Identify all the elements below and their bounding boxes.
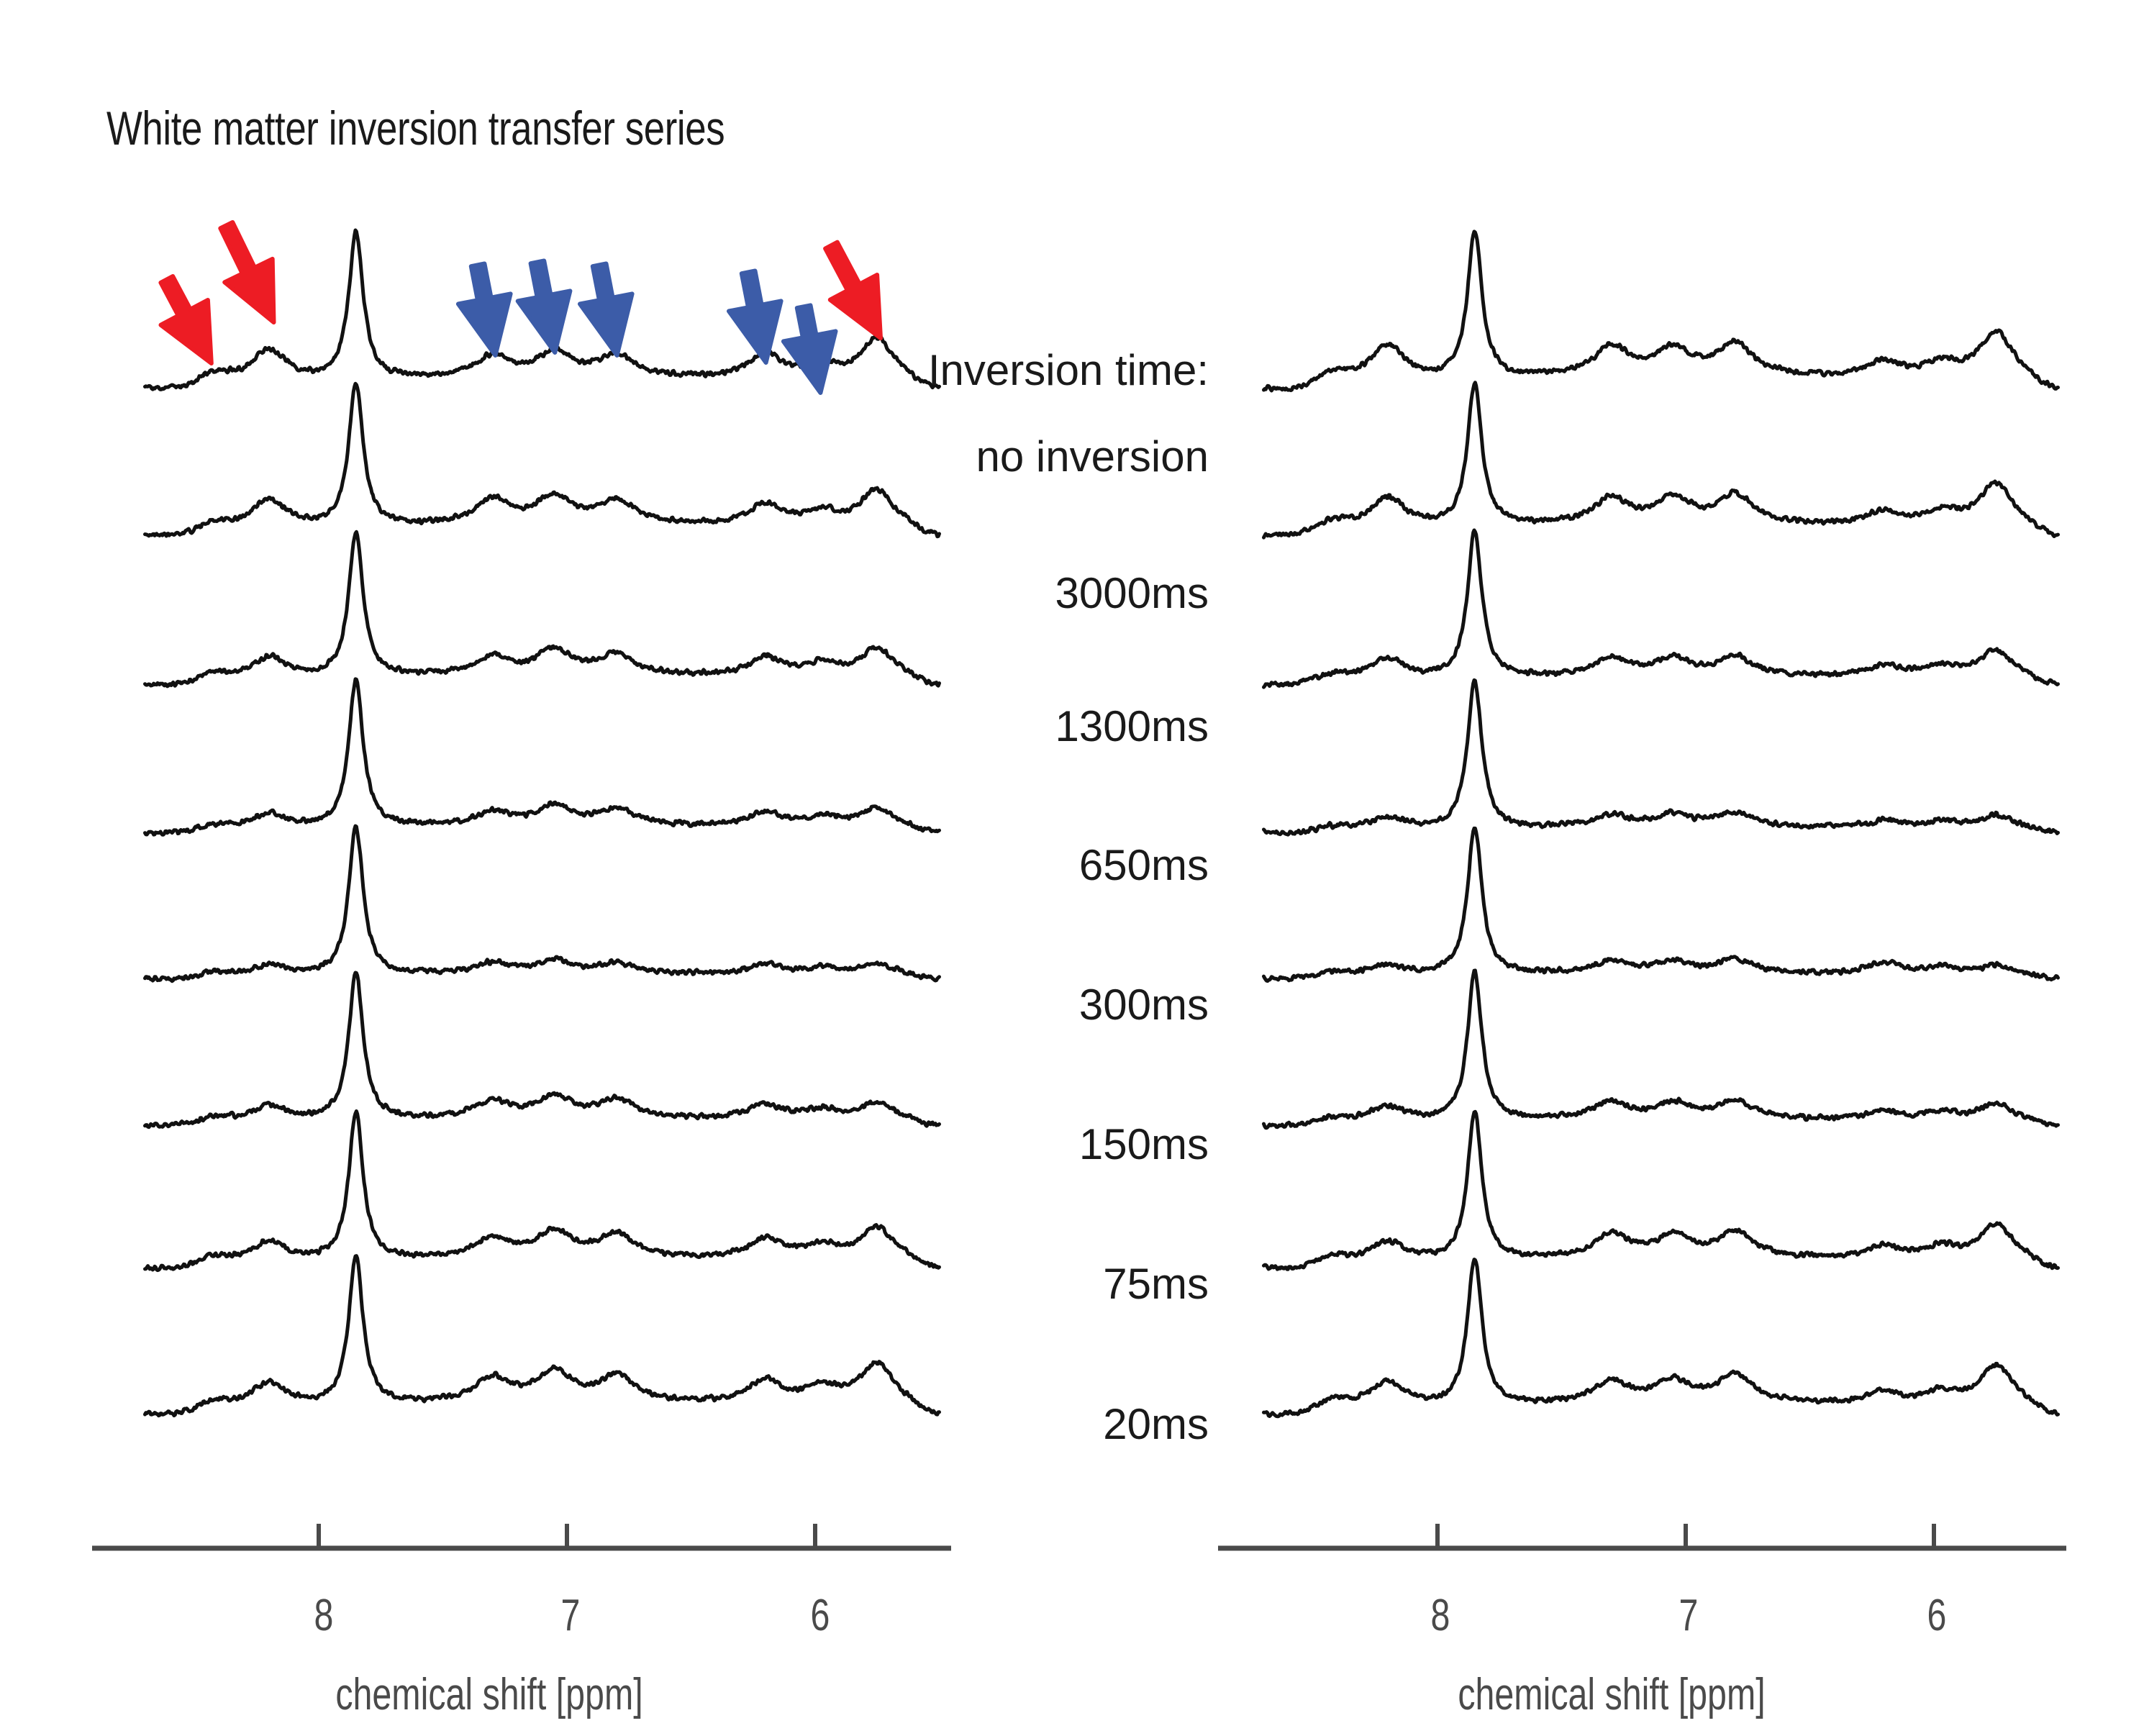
blue-arrow-icon-7-05ppm xyxy=(515,258,573,355)
spectrum-trace xyxy=(143,971,941,1130)
blue-arrow-icon-6-2ppm xyxy=(727,268,783,365)
x-tick-label-7-grey: 7 xyxy=(1679,1591,1699,1640)
series-label-300ms: 300ms xyxy=(1078,981,1209,1029)
arrow-shape xyxy=(578,261,635,358)
series-label-1300ms: 1300ms xyxy=(1055,702,1209,750)
arrow-shape xyxy=(781,303,838,395)
blue-arrow-icon-7-3ppm xyxy=(455,261,513,358)
arrow-shape xyxy=(158,274,214,365)
series-label-150ms: 150ms xyxy=(1078,1120,1209,1168)
red-arrow-icon-5-75ppm xyxy=(823,240,883,340)
spectrum-trace xyxy=(143,530,941,689)
spectrum-trace xyxy=(143,677,941,837)
inversion-time-legend: Inversion time: no inversion 3000ms 1300… xyxy=(748,0,1209,1736)
spectrum-trace xyxy=(143,381,941,539)
x-tick-label-6-grey: 6 xyxy=(1927,1591,1947,1640)
x-axis-white-matter xyxy=(92,1524,951,1551)
spectrum-trace xyxy=(143,1109,941,1273)
blue-arrow-icon-5-97ppm xyxy=(781,303,838,395)
x-axis-label-grey: chemical shift [ppm] xyxy=(1458,1670,1766,1719)
series-label-3000ms: 3000ms xyxy=(1055,569,1209,617)
x-tick-label-8-white: 8 xyxy=(314,1591,334,1640)
arrow-shape xyxy=(218,220,276,324)
spectrum-trace xyxy=(143,1254,941,1418)
x-tick-label-7-white: 7 xyxy=(560,1591,581,1640)
series-label-75ms: 75ms xyxy=(1103,1260,1209,1308)
spectrum-trace xyxy=(1262,528,2060,689)
arrow-shape xyxy=(455,261,513,358)
spectrum-trace xyxy=(1262,968,2060,1130)
blue-arrow-icon-6-8ppm xyxy=(578,261,635,358)
spectrum-trace xyxy=(1262,1258,2060,1419)
legend-header: Inversion time: xyxy=(927,346,1209,394)
spectrum-trace xyxy=(1262,381,2060,540)
x-tick-label-6-white: 6 xyxy=(810,1591,830,1640)
red-arrow-icon-8-45ppm xyxy=(158,274,214,365)
arrow-shape xyxy=(823,240,883,340)
spectrum-trace xyxy=(1262,230,2060,393)
spectrum-trace xyxy=(1262,826,2060,983)
series-label-650ms: 650ms xyxy=(1078,841,1209,889)
spectrum-trace xyxy=(143,824,941,983)
panel-white-matter: White matter inversion transfer series xyxy=(106,101,725,155)
x-axis-label-white: chemical shift [ppm] xyxy=(335,1670,643,1719)
x-tick-label-8-grey: 8 xyxy=(1430,1591,1450,1640)
panel-title-white-matter: White matter inversion transfer series xyxy=(106,101,725,155)
spectrum-trace xyxy=(1262,678,2060,837)
series-label-20ms: 20ms xyxy=(1103,1400,1209,1448)
series-label-no-inversion: no inversion xyxy=(976,432,1209,481)
spectrum-trace xyxy=(1262,1109,2060,1271)
red-arrow-icon-8-2ppm xyxy=(218,220,276,324)
arrow-shape xyxy=(727,268,783,365)
arrow-shape xyxy=(515,258,573,355)
x-axis-grey-matter xyxy=(1218,1524,2066,1551)
